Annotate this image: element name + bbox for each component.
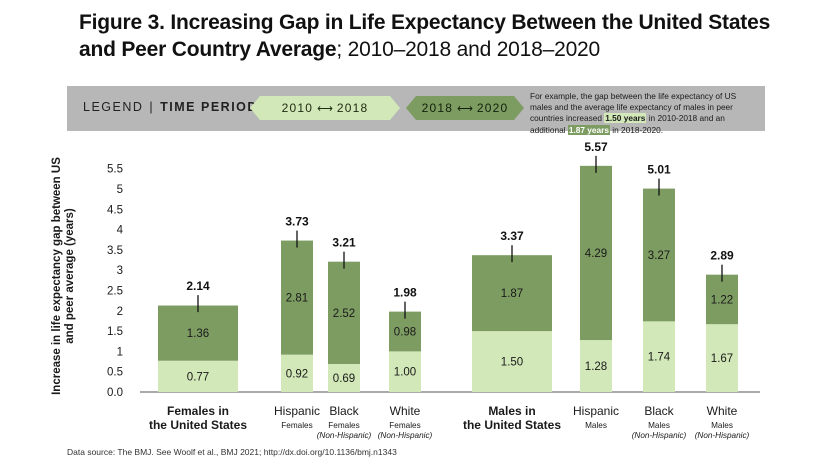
bar-2018-2020 [281,240,313,355]
y-tick-label: 5.5 [107,164,123,176]
bar-value-label-2018-2020: 0.98 [394,327,416,339]
data-source-note: Data source: The BMJ. See Woolf et al., … [67,447,397,457]
bar-total-label: 3.21 [332,236,356,250]
bar-total-label: 1.98 [393,286,417,300]
category-sublabel: (Non-Hispanic) [695,431,750,440]
bar-value-label-2010-2018: 0.92 [286,368,308,380]
bar-value-label-2018-2020: 1.22 [711,294,733,306]
category-label: White [390,404,421,418]
y-tick-label: 4 [117,225,124,237]
chart-title-regular: ; 2010–2018 and 2018–2020 [336,38,601,61]
y-tick-label: 3 [117,265,123,277]
period1-end: 2018 [336,101,369,115]
bar-value-label-2018-2020: 4.29 [585,248,607,260]
double-arrow-icon: ⟷ [317,102,333,115]
bar-total-label: 5.57 [584,140,608,154]
legend-note: For example, the gap between the life ex… [530,91,760,136]
bar-value-label-2010-2018: 1.28 [585,361,607,373]
bar-2010-2018 [281,354,313,392]
legend-period-2018-2020: 2018 ⟷ 2020 [406,96,524,120]
bar-total-label: 3.37 [500,229,524,243]
bar-value-label-2010-2018: 1.50 [501,357,523,369]
bar-2010-2018 [389,351,421,392]
y-tick-label: 0.0 [107,387,123,399]
y-tick-label: 2 [117,306,123,318]
period2-end: 2020 [476,101,509,115]
category-label: the United States [149,418,247,432]
legend-label: LEGEND | TIME PERIODS [83,100,268,114]
legend-period-2010-2018: 2010 ⟷ 2018 [250,96,400,120]
y-tick-label: 3.5 [107,245,123,257]
category-label: White [707,404,738,418]
category-sublabel: Females [328,421,359,430]
legend-main: TIME PERIODS [160,100,268,114]
bar-value-label-2010-2018: 0.69 [333,373,355,385]
period2-start: 2018 [421,101,454,115]
category-sublabel: Females [281,421,312,430]
period1-start: 2010 [281,101,314,115]
category-sublabel: Females [389,421,420,430]
legend-separator: | [149,100,155,114]
bar-total-label: 2.14 [186,279,210,293]
bar-value-label-2018-2020: 1.36 [187,328,209,340]
bar-value-label-2010-2018: 1.74 [648,352,671,364]
chart-title-bold: Figure 3. Increasing Gap in Life Expecta… [79,11,771,61]
bar-total-label: 5.01 [647,163,671,177]
category-sublabel: Males [648,421,670,430]
category-sublabel: Males [711,421,733,430]
legend-note-value1: 1.50 years [604,113,647,124]
bar-value-label-2010-2018: 0.77 [187,371,209,383]
legend-note-text: For example, the gap between the life ex… [530,91,737,124]
y-tick-label: 1.5 [107,326,123,338]
bar-2010-2018 [158,360,238,392]
legend-bar: LEGEND | TIME PERIODS 2010 ⟷ 2018 2018 ⟷ 2… [67,86,765,135]
bar-value-label-2010-2018: 1.67 [711,353,733,365]
bar-2018-2020 [158,305,238,361]
bar-total-label: 2.89 [710,249,734,263]
bar-2018-2020 [706,274,738,325]
bar-2010-2018 [580,340,612,392]
bar-value-label-2018-2020: 3.27 [648,250,670,262]
bar-2010-2018 [472,331,552,392]
category-sublabel: (Non-Hispanic) [378,431,433,440]
bar-total-label: 3.73 [285,215,309,229]
y-tick-label: 2.5 [107,286,123,298]
bar-2010-2018 [706,324,738,392]
category-label: Black [644,404,674,418]
bar-2018-2020 [328,261,360,364]
bar-value-label-2018-2020: 2.81 [286,293,308,305]
y-tick-label: 1 [117,346,123,358]
bar-2018-2020 [472,255,552,332]
category-sublabel: Males [585,421,607,430]
legend-prefix: LEGEND [83,100,144,114]
bar-value-label-2018-2020: 2.52 [333,308,355,320]
category-label: Females in [167,404,229,418]
chart-title: Figure 3. Increasing Gap in Life Expecta… [79,9,799,63]
bar-2018-2020 [643,188,675,322]
category-label: Hispanic [573,404,619,418]
legend-note-value2: 1.87 years [567,124,610,135]
category-label: Hispanic [274,404,320,418]
y-tick-label: 5 [117,184,123,196]
category-label: Males in [488,404,535,418]
category-label: the United States [463,418,561,432]
category-sublabel: (Non-Hispanic) [632,431,687,440]
bar-value-label-2018-2020: 1.87 [501,288,523,300]
category-sublabel: (Non-Hispanic) [317,431,372,440]
y-tick-label: 4.5 [107,204,123,216]
bar-2010-2018 [328,363,360,392]
bar-2010-2018 [643,321,675,392]
legend-note-mid: in 2010-2018 and an additional [530,113,725,135]
bar-2018-2020 [580,165,612,341]
category-label: Black [329,404,359,418]
y-tick-label: 0.5 [107,367,123,379]
double-arrow-icon: ⟷ [457,102,473,115]
bar-value-label-2010-2018: 1.00 [394,367,416,379]
legend-note-end: in 2018-2020. [612,124,664,135]
